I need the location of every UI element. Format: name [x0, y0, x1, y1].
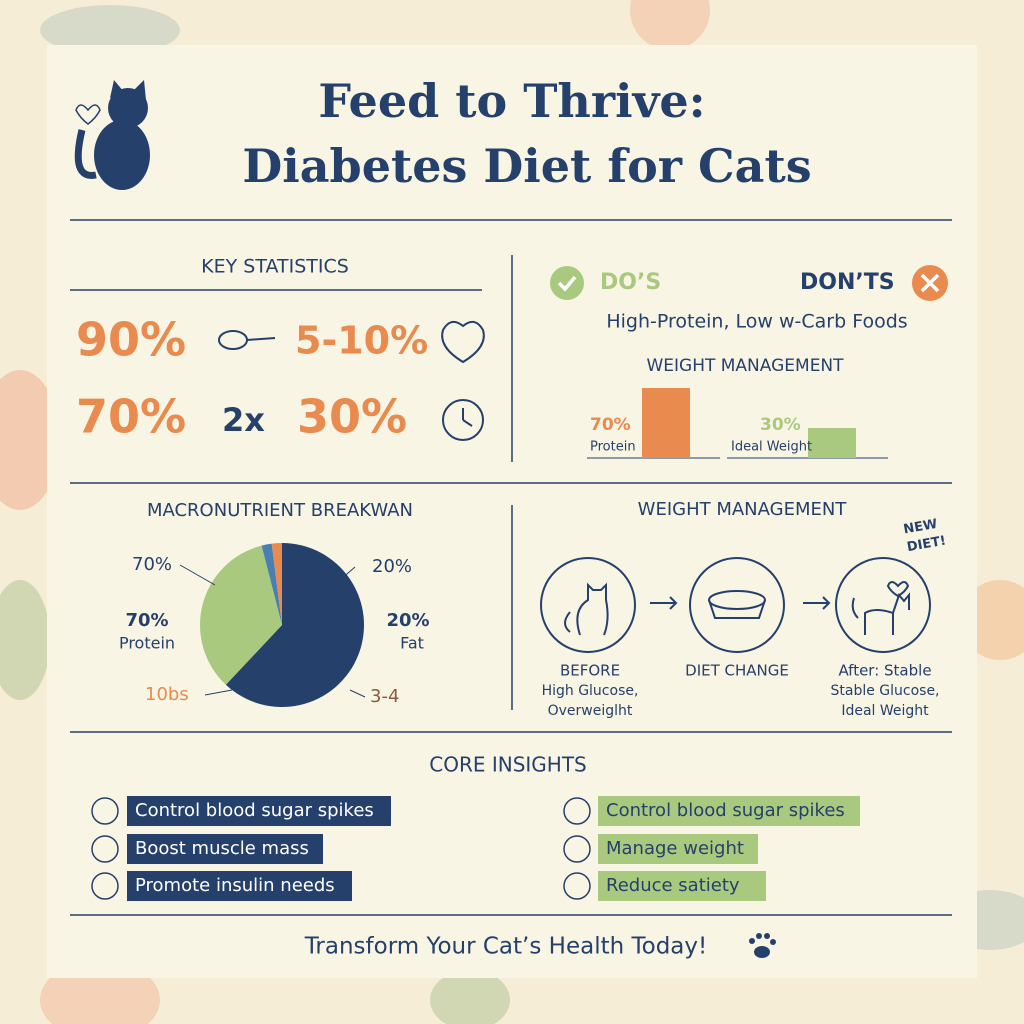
bar-value-label: 70%: [590, 415, 631, 435]
bar-label: Protein: [590, 440, 636, 455]
pie-slice: [199, 545, 282, 685]
bar-label: Ideal Weight: [731, 440, 812, 455]
insight-pill: [127, 796, 391, 826]
badge: NEW DIET!: [902, 517, 947, 556]
insight-pill: [598, 834, 758, 864]
chart-title: WEIGHT MANAGEMENT: [646, 356, 844, 376]
pie-label: 70%: [132, 554, 172, 575]
check-icon: [557, 275, 577, 292]
stat: 90%: [76, 313, 186, 367]
step-text: Ideal Weight: [841, 703, 929, 719]
pie-label: 20%: [386, 610, 429, 631]
icons: [218, 320, 485, 441]
paw-icon: [749, 933, 776, 958]
insight-text: Reduce satiety: [606, 875, 740, 896]
pie-label: 10bs: [145, 684, 189, 705]
stat: 2x: [222, 401, 265, 439]
insight-pill: [127, 871, 352, 901]
step-text: Stable Glucose,: [830, 683, 939, 699]
pie-label: Fat: [400, 634, 424, 653]
insight-pill: [127, 834, 323, 864]
pie-slice: [261, 543, 282, 625]
insight-icon: [91, 835, 119, 863]
insight-text: Manage weight: [606, 838, 744, 859]
insight-text: Promote insulin needs: [135, 875, 335, 896]
title: Feed to Thrive:: [318, 74, 705, 128]
insight-text: Control blood sugar spikes: [135, 800, 374, 821]
stat: 30%: [297, 390, 407, 444]
pie-label: 3-4: [370, 686, 399, 707]
section-heading: WEIGHT MANAGEMENT: [638, 499, 848, 520]
x-icon: [920, 273, 940, 293]
insight-icon: [91, 797, 119, 825]
dos-label: DO’S: [600, 270, 661, 295]
chart-title: MACRONUTRIENT BREAKWAN: [147, 500, 413, 521]
section-heading: CORE INSIGHTS: [429, 753, 587, 777]
title: Diabetes Diet for Cats: [242, 139, 811, 193]
step-title: DIET CHANGE: [685, 662, 789, 680]
insight-pill: [598, 871, 766, 901]
process-icons: [540, 557, 931, 653]
pie-labels: 70% 70% Protein 10bs 20% 20% Fat 3-4: [119, 554, 430, 707]
donts-label: DON’TS: [800, 270, 895, 295]
bar: [642, 388, 690, 458]
pie-slice: [225, 543, 365, 708]
bar-value-label: 30%: [760, 415, 801, 435]
insight-icon: [91, 872, 119, 900]
bar: [808, 428, 856, 458]
step-title: BEFORE: [560, 662, 620, 680]
step-text: Overweiglht: [548, 703, 633, 719]
insight-text: Boost muscle mass: [135, 838, 309, 859]
stat: 70%: [76, 390, 186, 444]
step-text: High Glucose,: [542, 683, 639, 699]
insight-icon: [563, 872, 591, 900]
footer: Transform Your Cat’s Health Today!: [304, 934, 707, 960]
insight-pill: [598, 796, 860, 826]
insight-icon: [563, 797, 591, 825]
section-heading: KEY STATISTICS: [201, 256, 349, 278]
badge-text: DIET!: [906, 534, 947, 556]
pie-label: Protein: [119, 634, 175, 653]
pie-label: 70%: [125, 610, 168, 631]
badge-text: NEW: [902, 517, 938, 538]
insight-icon: [563, 835, 591, 863]
dos-text: High-Protein, Low w-Carb Foods: [606, 311, 907, 333]
pie-slice: [271, 543, 282, 625]
step-title: After: Stable: [838, 662, 931, 680]
insight-text: Control blood sugar spikes: [606, 800, 845, 821]
cat-logo: [74, 80, 150, 190]
check-icon: [550, 266, 584, 300]
pie-label: 20%: [372, 556, 412, 577]
stat: 5-10%: [295, 319, 428, 363]
